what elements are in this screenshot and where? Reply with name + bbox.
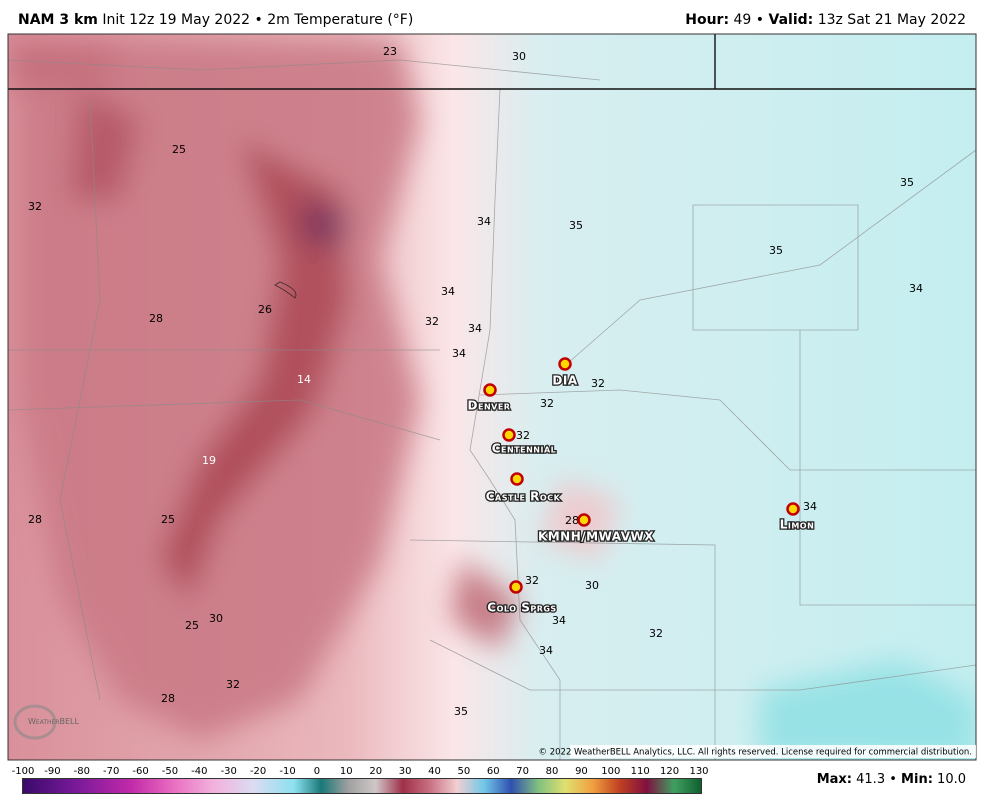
temp-label: 25 [161,513,175,526]
colorbar-tick-label: 60 [487,766,500,777]
temp-label: 35 [454,705,468,718]
colorbar-tick-label: 30 [399,766,412,777]
temp-label: 28 [28,513,42,526]
city-marker [502,428,516,442]
temp-label: 34 [441,285,455,298]
city-label: Denver [468,399,511,413]
temp-label: 32 [516,429,530,442]
valid-label: Valid: [768,12,814,28]
city-marker [509,580,523,594]
header-left: NAM 3 km Init 12z 19 May 2022 • 2m Tempe… [18,12,413,28]
temp-label: 32 [540,397,554,410]
temp-label: 28 [161,692,175,705]
temp-label: 30 [209,612,223,625]
colorbar-tick-label: -100 [12,766,35,777]
temp-label: 30 [585,579,599,592]
temp-label: 35 [900,176,914,189]
temp-label: 34 [468,322,482,335]
temp-label: 28 [565,514,579,527]
city-marker [577,513,591,527]
city-marker [786,502,800,516]
logo: WeatherBELL [28,717,79,726]
city-label: KMNH/MWAVWX [538,530,654,544]
colorbar-tick-label: -80 [74,766,90,777]
max: 41.3 [856,772,886,787]
temp-label: 23 [383,45,397,58]
info: Init 12z 19 May 2022 • 2m Temperature (°… [102,12,414,28]
model: NAM 3 km [18,12,98,28]
temp-label: 35 [569,219,583,232]
temp-label: 25 [172,143,186,156]
temp-label: 34 [477,215,491,228]
temp-label: 34 [539,644,553,657]
temp-label: 32 [226,678,240,691]
colorbar-tick-label: -90 [44,766,60,777]
city-label: Colo Sprgs [487,601,556,615]
hour: 49 [733,12,752,28]
temp-label: 30 [512,50,526,63]
colorbar-tick-label: -50 [162,766,178,777]
colorbar-tick-label: 90 [575,766,588,777]
temp-label: 32 [28,200,42,213]
header-right: Hour: 49 • Valid: 13z Sat 21 May 2022 [685,12,966,28]
colorbar-tick-label: 20 [369,766,382,777]
colorbar-tick-label: 80 [546,766,559,777]
footer: Max: 41.3 • Min: 10.0 [817,772,966,787]
temp-label: 32 [425,315,439,328]
temp-label: 32 [591,377,605,390]
temp-label: 34 [552,614,566,627]
temp-label: 19 [202,454,216,467]
city-label: Limon [780,518,815,532]
colorbar-tick-label: 70 [516,766,529,777]
temp-label: 26 [258,303,272,316]
colorbar-tick-label: -60 [132,766,148,777]
colorbar-tick-label: -70 [103,766,119,777]
logo-swirl [13,704,57,740]
hour-label: Hour: [685,12,730,28]
city-label: Centennial [492,442,557,456]
colorbar-tick-label: 40 [428,766,441,777]
temp-label: 14 [297,373,311,386]
colorbar-tick-label: 100 [601,766,620,777]
valid: 13z Sat 21 May 2022 [817,12,966,28]
colorbar-tick-label: -30 [221,766,237,777]
temp-label: 34 [452,347,466,360]
temp-label: 25 [185,619,199,632]
colorbar-tick-label: -10 [279,766,295,777]
colorbar-tick-label: 10 [340,766,353,777]
temp-label: 34 [803,500,817,513]
colorbar-tick-label: 50 [458,766,471,777]
sep: • [755,12,765,28]
city-marker [483,383,497,397]
city-label: Castle Rock [486,490,561,504]
temp-label: 28 [149,312,163,325]
temp-label: 32 [649,627,663,640]
colorbar-tick-label: 0 [314,766,320,777]
colorbar-tick-label: 130 [689,766,708,777]
max-label: Max: [816,772,852,787]
temp-label: 34 [909,282,923,295]
temp-label: 35 [769,244,783,257]
colorbar-tick-label: -20 [250,766,266,777]
city-marker [510,472,524,486]
copyright: © 2022 WeatherBELL Analytics, LLC. All r… [539,748,972,758]
sep: • [889,772,897,787]
city-marker [558,357,572,371]
colorbar-tick-label: 120 [660,766,679,777]
city-label: DIA [552,374,577,388]
colorbar-tick-label: -40 [191,766,207,777]
temp-label: 32 [525,574,539,587]
min: 10.0 [937,772,966,787]
colorbar [22,778,702,794]
min-label: Min: [901,772,933,787]
colorbar-tick-label: 110 [631,766,650,777]
